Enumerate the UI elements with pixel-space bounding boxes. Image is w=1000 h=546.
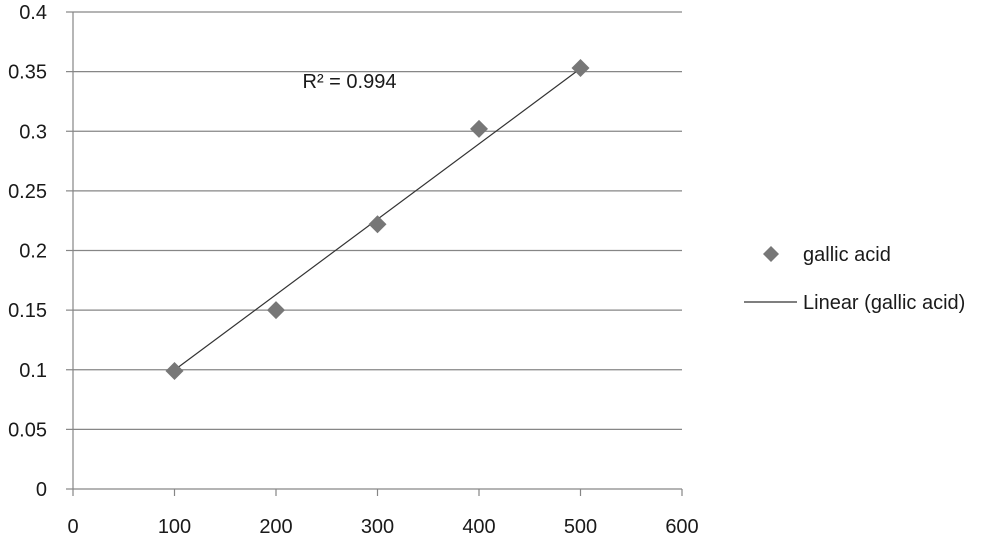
legend-marker-diamond bbox=[763, 246, 779, 262]
x-tick-label: 600 bbox=[665, 516, 698, 538]
y-tick-label: 0.15 bbox=[8, 300, 47, 322]
data-point-diamond bbox=[267, 301, 285, 320]
x-tick-label: 400 bbox=[462, 516, 495, 538]
data-point-diamond bbox=[165, 361, 184, 380]
r-squared-label: R² = 0.994 bbox=[303, 71, 397, 93]
y-tick-label: 0.35 bbox=[8, 62, 47, 84]
y-tick-label: 0.4 bbox=[19, 2, 47, 24]
x-tick-label: 200 bbox=[259, 516, 292, 538]
x-tick-label: 300 bbox=[361, 516, 394, 538]
tick-labels: 0 0.05 0.1 0.15 0.2 0.25 0.3 0.35 0.4 0 100 200 300 4… bbox=[8, 2, 699, 538]
y-tick-label: 0 bbox=[36, 479, 47, 501]
x-tick-label: 100 bbox=[158, 516, 191, 538]
axes bbox=[66, 11, 683, 496]
data-point-diamond bbox=[368, 215, 387, 234]
legend-label-series: gallic acid bbox=[803, 244, 891, 266]
data-point-diamond bbox=[571, 59, 590, 78]
data-point-diamond bbox=[470, 119, 488, 138]
legend: gallic acid Linear (gallic acid) bbox=[744, 244, 965, 314]
y-tick-label: 0.25 bbox=[8, 181, 47, 203]
y-tick-label: 0.2 bbox=[19, 241, 47, 263]
annotations: R² = 0.994 bbox=[303, 71, 397, 93]
y-tick-label: 0.3 bbox=[19, 121, 47, 143]
data-points bbox=[165, 59, 590, 380]
legend-label-trendline: Linear (gallic acid) bbox=[803, 292, 965, 314]
y-tick-label: 0.1 bbox=[19, 360, 47, 382]
y-tick-label: 0.05 bbox=[8, 419, 47, 441]
x-tick-label: 500 bbox=[564, 516, 597, 538]
x-tick-label: 0 bbox=[67, 516, 78, 538]
